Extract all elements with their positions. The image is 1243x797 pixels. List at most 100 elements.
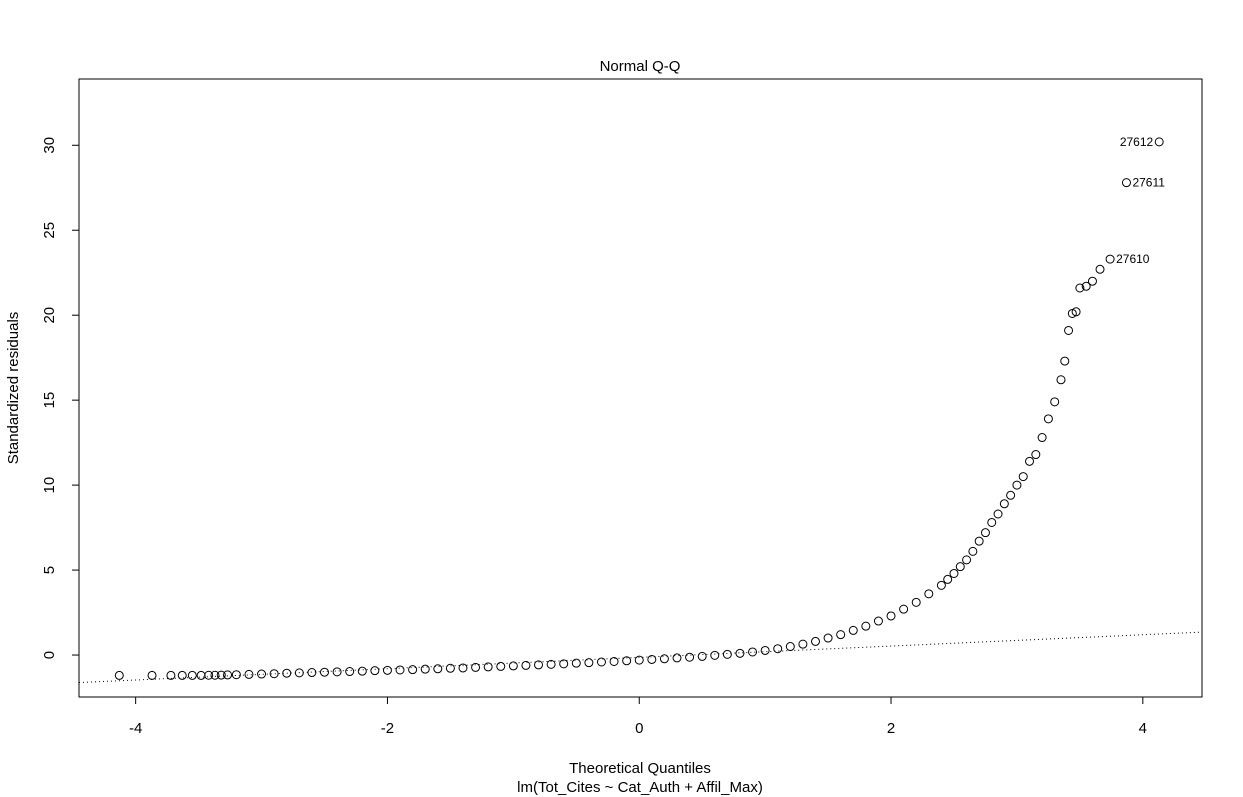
plot-frame (78, 78, 1203, 698)
point (1050, 397, 1060, 407)
point (798, 639, 808, 649)
point (993, 509, 1003, 519)
point (848, 625, 858, 635)
point (773, 644, 783, 654)
point (483, 662, 493, 672)
point (1006, 490, 1016, 500)
reference-line (78, 631, 1203, 684)
point (785, 642, 795, 652)
point (196, 670, 206, 680)
point (962, 555, 972, 565)
y-tick-label: 10 (41, 477, 58, 494)
x-tick-label: -4 (129, 720, 142, 737)
x-axis-label: Theoretical Quantiles (569, 760, 711, 777)
point (609, 656, 619, 666)
point (1012, 480, 1022, 490)
point (559, 659, 569, 669)
point (177, 670, 187, 680)
point (1095, 264, 1105, 274)
point (735, 648, 745, 658)
point (147, 670, 157, 680)
point (332, 667, 342, 677)
y-tick-label: 0 (41, 651, 58, 659)
point (307, 668, 317, 678)
point (357, 666, 367, 676)
point (1075, 283, 1085, 293)
point (596, 657, 606, 667)
x-tick-label: 4 (1139, 720, 1147, 737)
point (231, 670, 241, 680)
point (697, 651, 707, 661)
point (760, 645, 770, 655)
point (508, 661, 518, 671)
point (1154, 137, 1164, 147)
point (1064, 325, 1074, 335)
point (319, 667, 329, 677)
point (534, 660, 544, 670)
point (1081, 281, 1091, 291)
point (1037, 433, 1047, 443)
point (382, 665, 392, 675)
point (408, 665, 418, 675)
point (282, 668, 292, 678)
point (166, 670, 176, 680)
point (1056, 375, 1066, 385)
point (968, 546, 978, 556)
x-tick-label: 0 (635, 720, 643, 737)
x-tick-label: 2 (887, 720, 895, 737)
point (710, 650, 720, 660)
point (546, 659, 556, 669)
point (685, 652, 695, 662)
point (458, 663, 468, 673)
point (1060, 356, 1070, 366)
point (114, 670, 124, 680)
point-label: 27610 (1116, 252, 1150, 266)
point (748, 647, 758, 657)
point-label: 27612 (1120, 135, 1154, 149)
point (823, 633, 833, 643)
point (204, 670, 214, 680)
y-tick-label: 20 (41, 307, 58, 324)
point (949, 568, 959, 578)
point (420, 664, 430, 674)
point (810, 636, 820, 646)
y-tick-label: 5 (41, 566, 58, 574)
point (659, 654, 669, 664)
point (370, 666, 380, 676)
point (223, 670, 233, 680)
point (634, 655, 644, 665)
point (722, 649, 732, 659)
point (496, 661, 506, 671)
point (269, 669, 279, 679)
point (584, 658, 594, 668)
x-tick-label: -2 (381, 720, 394, 737)
y-tick-label: 15 (41, 392, 58, 409)
chart-title: Normal Q-Q (600, 58, 681, 75)
point (1087, 276, 1097, 286)
point (622, 656, 632, 666)
point (647, 654, 657, 664)
point (395, 665, 405, 675)
point (873, 616, 883, 626)
point (294, 668, 304, 678)
point (999, 499, 1009, 509)
point (987, 517, 997, 527)
y-axis-label: Standardized residuals (5, 312, 22, 465)
point (187, 670, 197, 680)
point (244, 669, 254, 679)
point (571, 658, 581, 668)
point (1043, 414, 1053, 424)
point (911, 597, 921, 607)
subtitle: lm(Tot_Cites ~ Cat_Auth + Affil_Max) (517, 779, 763, 796)
point (433, 664, 443, 674)
point (1018, 472, 1028, 482)
point (886, 611, 896, 621)
point (216, 670, 226, 680)
point (1025, 456, 1035, 466)
point (445, 663, 455, 673)
point (345, 667, 355, 677)
point (836, 630, 846, 640)
point (210, 670, 220, 680)
point (899, 604, 909, 614)
